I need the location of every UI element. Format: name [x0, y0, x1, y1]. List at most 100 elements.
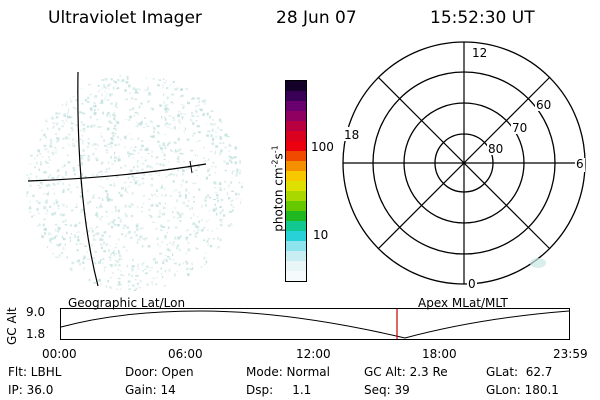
speckle-dot: [53, 125, 55, 128]
speckle-dot: [110, 198, 113, 202]
speckle-dot: [138, 124, 139, 127]
speckle-dot: [88, 84, 91, 86]
speckle-dot: [92, 126, 95, 128]
speckle-dot: [146, 147, 149, 150]
speckle-dot: [125, 234, 127, 238]
speckle-dot: [95, 227, 97, 230]
speckle-dot: [126, 75, 129, 78]
timeline-left-title: Geographic Lat/Lon: [68, 296, 186, 310]
speckle-dot: [56, 116, 58, 118]
speckle-dot: [98, 278, 102, 282]
speckle-dot: [115, 209, 117, 212]
date-label: 28 Jun 07: [276, 8, 357, 28]
speckle-dot: [88, 143, 90, 145]
speckle-dot: [39, 153, 41, 155]
speckle-dot: [196, 271, 199, 273]
speckle-dot: [56, 230, 60, 232]
speckle-dot: [110, 287, 113, 289]
speckle-dot: [180, 194, 182, 197]
speckle-dot: [111, 272, 114, 274]
speckle-dot: [83, 112, 86, 115]
speckle-dot: [67, 188, 70, 191]
speckle-dot: [99, 89, 101, 91]
speckle-dot: [124, 146, 126, 148]
speckle-dot: [111, 142, 114, 144]
speckle-dot: [207, 130, 211, 133]
speckle-dot: [176, 199, 179, 203]
speckle-dot: [217, 126, 219, 130]
speckle-dot: [203, 239, 206, 242]
speckle-dot: [192, 196, 195, 199]
speckle-dot: [75, 206, 78, 208]
speckle-dot: [165, 107, 169, 110]
speckle-dot: [178, 191, 181, 194]
speckle-dot: [94, 261, 97, 265]
speckle-dot: [95, 213, 97, 216]
speckle-dot: [122, 224, 126, 227]
speckle-dot: [98, 205, 100, 209]
speckle-dot: [124, 224, 126, 227]
speckle-dot: [33, 214, 36, 216]
speckle-dot: [162, 226, 165, 228]
speckle-dot: [100, 243, 102, 246]
speckle-dot: [135, 287, 138, 290]
speckle-dot: [219, 199, 222, 201]
speckle-dot: [110, 264, 113, 268]
speckle-dot: [162, 86, 164, 89]
speckle-dot: [70, 100, 73, 103]
speckle-dot: [135, 275, 138, 277]
speckle-dot: [40, 161, 42, 164]
speckle-dot: [150, 183, 153, 187]
speckle-dot: [156, 270, 159, 273]
speckle-dot: [32, 196, 35, 198]
speckle-dot: [176, 270, 179, 273]
speckle-dot: [192, 182, 195, 185]
speckle-dot: [121, 79, 125, 82]
speckle-dot: [193, 213, 195, 216]
speckle-dot: [167, 143, 169, 147]
speckle-dot: [54, 212, 56, 215]
speckle-dot: [139, 123, 143, 126]
speckle-dot: [226, 162, 229, 165]
speckle-dot: [164, 237, 167, 240]
speckle-dot: [141, 270, 144, 272]
speckle-dot: [164, 187, 166, 189]
speckle-dot: [197, 226, 200, 229]
gc-alt-value: GC Alt: 2.3 Re: [364, 365, 448, 379]
speckle-dot: [160, 148, 164, 151]
speckle-dot: [166, 126, 170, 129]
speckle-dot: [36, 207, 39, 210]
speckle-dot: [59, 213, 63, 216]
speckle-dot: [95, 174, 99, 176]
speckle-dot: [37, 224, 39, 227]
speckle-dot: [179, 152, 182, 154]
speckle-dot: [137, 87, 139, 90]
speckle-dot: [215, 212, 218, 216]
speckle-dot: [100, 216, 104, 218]
speckle-dot: [49, 238, 52, 241]
speckle-dot: [61, 165, 63, 168]
speckle-dot: [119, 220, 122, 223]
speckle-dot: [104, 86, 106, 88]
speckle-dot: [99, 102, 102, 104]
speckle-dot: [75, 140, 78, 143]
speckle-dot: [102, 161, 105, 164]
speckle-dot: [51, 151, 55, 155]
speckle-dot: [214, 203, 216, 206]
speckle-dot: [226, 136, 230, 138]
speckle-dot: [109, 258, 112, 261]
speckle-dot: [164, 270, 167, 273]
speckle-dot: [89, 200, 92, 203]
speckle-dot: [88, 278, 91, 282]
speckle-dot: [72, 96, 75, 97]
speckle-dot: [47, 150, 50, 153]
speckle-dot: [219, 206, 222, 208]
timeline-x-tick-2359: 23:59: [553, 347, 588, 361]
speckle-dot: [106, 92, 109, 94]
speckle-dot: [203, 256, 206, 260]
speckle-dot: [101, 173, 104, 176]
speckle-dot: [233, 156, 236, 160]
speckle-dot: [43, 171, 46, 174]
speckle-dot: [62, 247, 65, 250]
speckle-dot: [142, 238, 145, 240]
